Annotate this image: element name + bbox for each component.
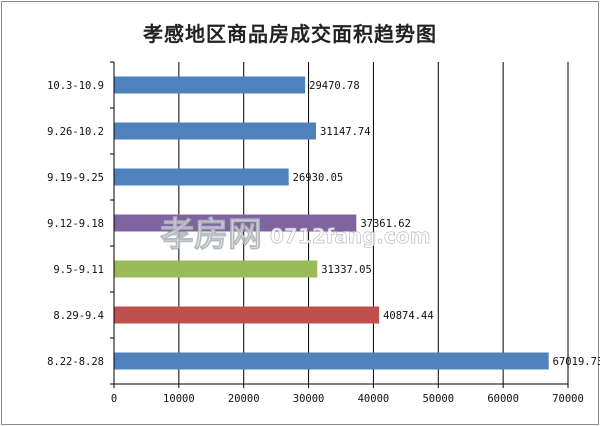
- category-label: 8.29-9.4: [53, 310, 104, 322]
- value-label: 37361.62: [360, 218, 411, 230]
- x-tick-label: 10000: [163, 393, 195, 405]
- category-label: 10.3-10.9: [47, 80, 104, 92]
- bar: [114, 260, 318, 278]
- x-tick-label: 20000: [228, 393, 260, 405]
- bar: [114, 214, 357, 232]
- category-label: 9.5-9.11: [53, 264, 104, 276]
- value-label: 40874.44: [383, 310, 434, 322]
- value-label: 31337.05: [321, 264, 372, 276]
- labels-group: 0 10000 20000 30000 40000 50000 60000 70000 10.3…: [47, 80, 600, 405]
- bars-group: [114, 76, 549, 370]
- category-label: 9.26-10.2: [47, 126, 104, 138]
- watermark-site: 0712fang.com: [270, 224, 430, 248]
- bar: [114, 352, 549, 370]
- category-label: 8.22-8.28: [47, 356, 104, 368]
- bar: [114, 306, 380, 324]
- bar: [114, 168, 289, 186]
- chart-title: 孝感地区商品房成交面积趋势图: [143, 22, 437, 46]
- watermark: 孝房网 0712fang.com: [160, 215, 431, 256]
- category-label: 9.12-9.18: [47, 218, 104, 230]
- watermark-chinese: 孝房网: [160, 215, 262, 255]
- bar: [114, 122, 317, 140]
- bar: [114, 76, 306, 94]
- x-tick-label: 30000: [293, 393, 325, 405]
- value-label: 29470.78: [309, 80, 360, 92]
- axes: [110, 61, 569, 388]
- x-tick-label: 40000: [358, 393, 390, 405]
- x-tick-label: 50000: [422, 393, 454, 405]
- x-tick-label: 60000: [487, 393, 519, 405]
- value-label: 31147.74: [320, 126, 371, 138]
- value-label: 67019.73: [553, 356, 600, 368]
- x-tick-label: 70000: [552, 393, 584, 405]
- x-tick-label: 0: [111, 393, 117, 405]
- category-label: 9.19-9.25: [47, 172, 104, 184]
- value-label: 26930.05: [293, 172, 344, 184]
